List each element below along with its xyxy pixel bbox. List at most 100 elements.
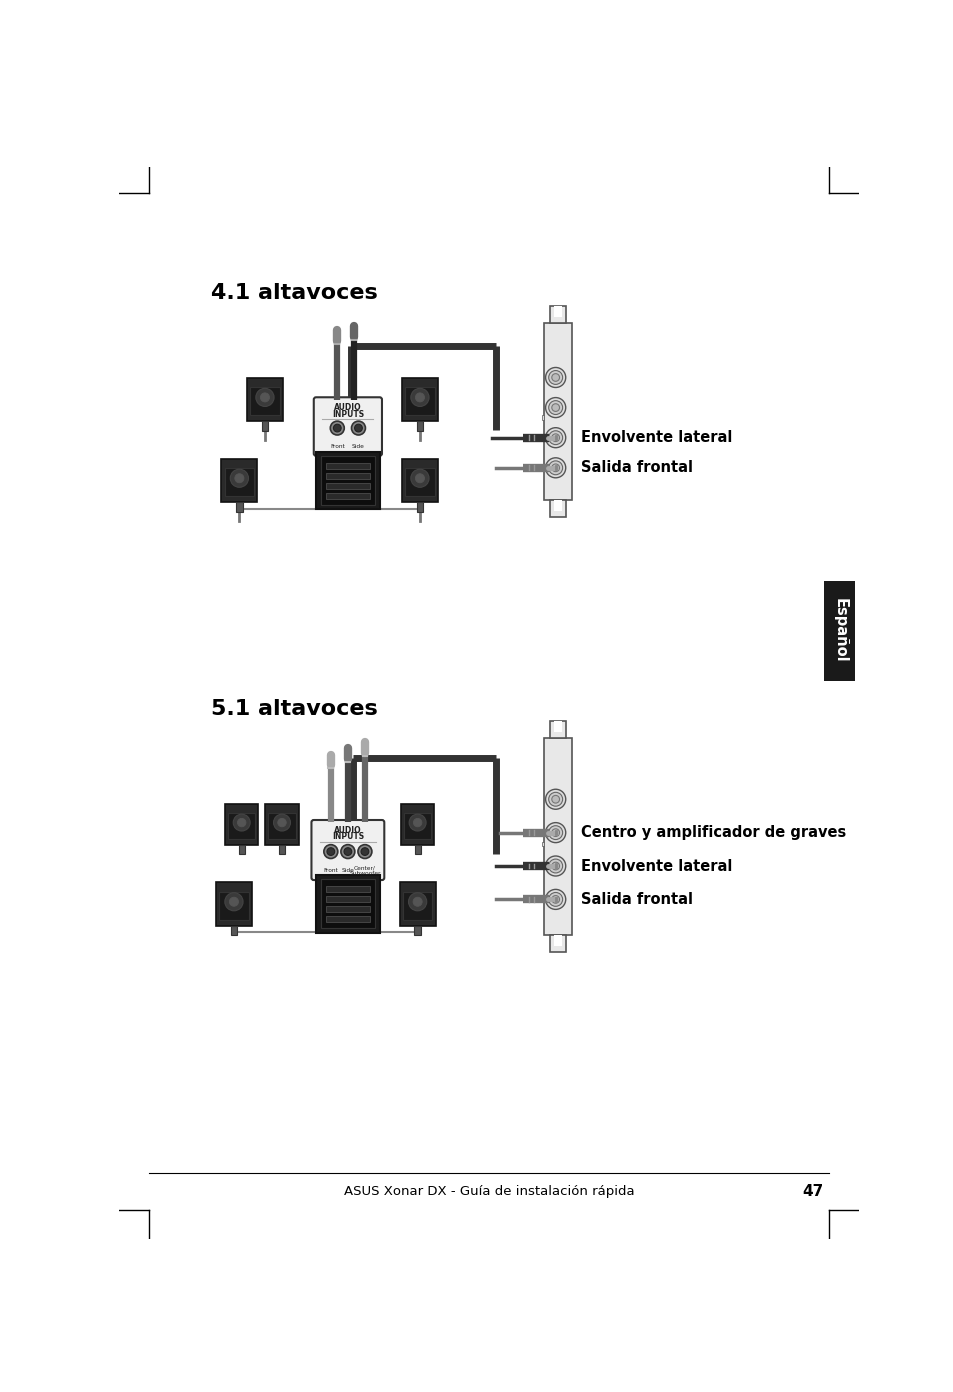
Bar [247,377,282,422]
Circle shape [255,388,274,406]
Circle shape [229,898,238,906]
Bar [415,845,420,853]
Bar [553,306,561,316]
Circle shape [548,792,562,806]
Bar [414,926,420,935]
Text: Side: Side [352,444,364,450]
Circle shape [548,370,562,384]
Bar [543,738,571,935]
Text: AUDIO: AUDIO [334,825,361,835]
Bar [225,468,253,496]
Bar [261,422,268,432]
Circle shape [548,430,562,444]
Circle shape [548,461,562,475]
Bar [401,377,437,422]
Circle shape [551,862,559,870]
Circle shape [330,422,344,434]
Bar [215,883,252,926]
Bar [405,468,435,496]
Circle shape [413,898,422,906]
Bar [236,503,242,512]
Text: Center/
Subwoofer: Center/ Subwoofer [349,866,380,876]
Circle shape [545,789,565,809]
Bar [416,422,423,432]
Text: Side: Side [341,869,354,873]
Bar [550,500,565,516]
Bar [325,916,370,923]
Circle shape [551,464,559,472]
Bar [250,387,279,415]
Bar [553,935,561,945]
Circle shape [551,795,559,803]
Circle shape [233,814,250,831]
Bar [402,892,432,920]
Bar [325,462,370,469]
Bar [320,457,375,505]
Circle shape [545,367,565,387]
Circle shape [340,845,355,859]
Circle shape [323,845,337,859]
Text: Front: Front [330,444,344,450]
Bar [219,892,249,920]
Circle shape [545,398,565,418]
Bar [541,842,543,846]
Bar [541,415,543,420]
Bar [268,813,295,839]
Circle shape [355,425,362,432]
Bar [325,493,370,498]
Text: Salida frontal: Salida frontal [580,461,693,475]
Circle shape [411,469,429,487]
Bar [225,805,258,845]
Circle shape [545,856,565,876]
Bar [265,805,298,845]
Circle shape [277,818,286,827]
Text: AUDIO: AUDIO [334,402,361,412]
Circle shape [237,818,246,827]
Circle shape [551,828,559,837]
Bar [221,458,257,503]
Circle shape [260,393,270,402]
Circle shape [545,427,565,448]
Bar [553,500,561,511]
Text: Front: Front [323,869,338,873]
Circle shape [274,814,290,831]
Bar [325,906,370,912]
Text: Envolvente lateral: Envolvente lateral [580,859,732,874]
Text: INPUTS: INPUTS [332,409,363,419]
Text: Salida frontal: Salida frontal [580,892,693,906]
Circle shape [551,434,559,441]
Circle shape [551,404,559,412]
Bar [550,721,565,738]
Text: 47: 47 [801,1183,822,1199]
Bar [228,813,255,839]
Circle shape [551,373,559,381]
Circle shape [411,388,429,406]
Bar [550,935,565,952]
Circle shape [545,889,565,909]
Bar [416,503,423,512]
Bar [401,458,437,503]
Circle shape [409,814,426,831]
Bar [325,896,370,902]
Circle shape [351,422,365,434]
Circle shape [548,825,562,839]
Circle shape [333,425,341,432]
Circle shape [327,848,335,856]
Text: INPUTS: INPUTS [332,832,363,841]
Circle shape [234,473,244,483]
Bar [315,451,379,509]
Circle shape [545,458,565,477]
Circle shape [225,892,243,910]
Circle shape [360,848,369,856]
Circle shape [548,892,562,906]
Circle shape [344,848,352,856]
Circle shape [415,473,424,483]
Bar [278,845,285,853]
Text: Español: Español [832,599,846,663]
Bar [315,876,379,933]
Bar [405,387,435,415]
Circle shape [357,845,372,859]
Circle shape [548,859,562,873]
Circle shape [415,393,424,402]
Bar [553,721,561,732]
